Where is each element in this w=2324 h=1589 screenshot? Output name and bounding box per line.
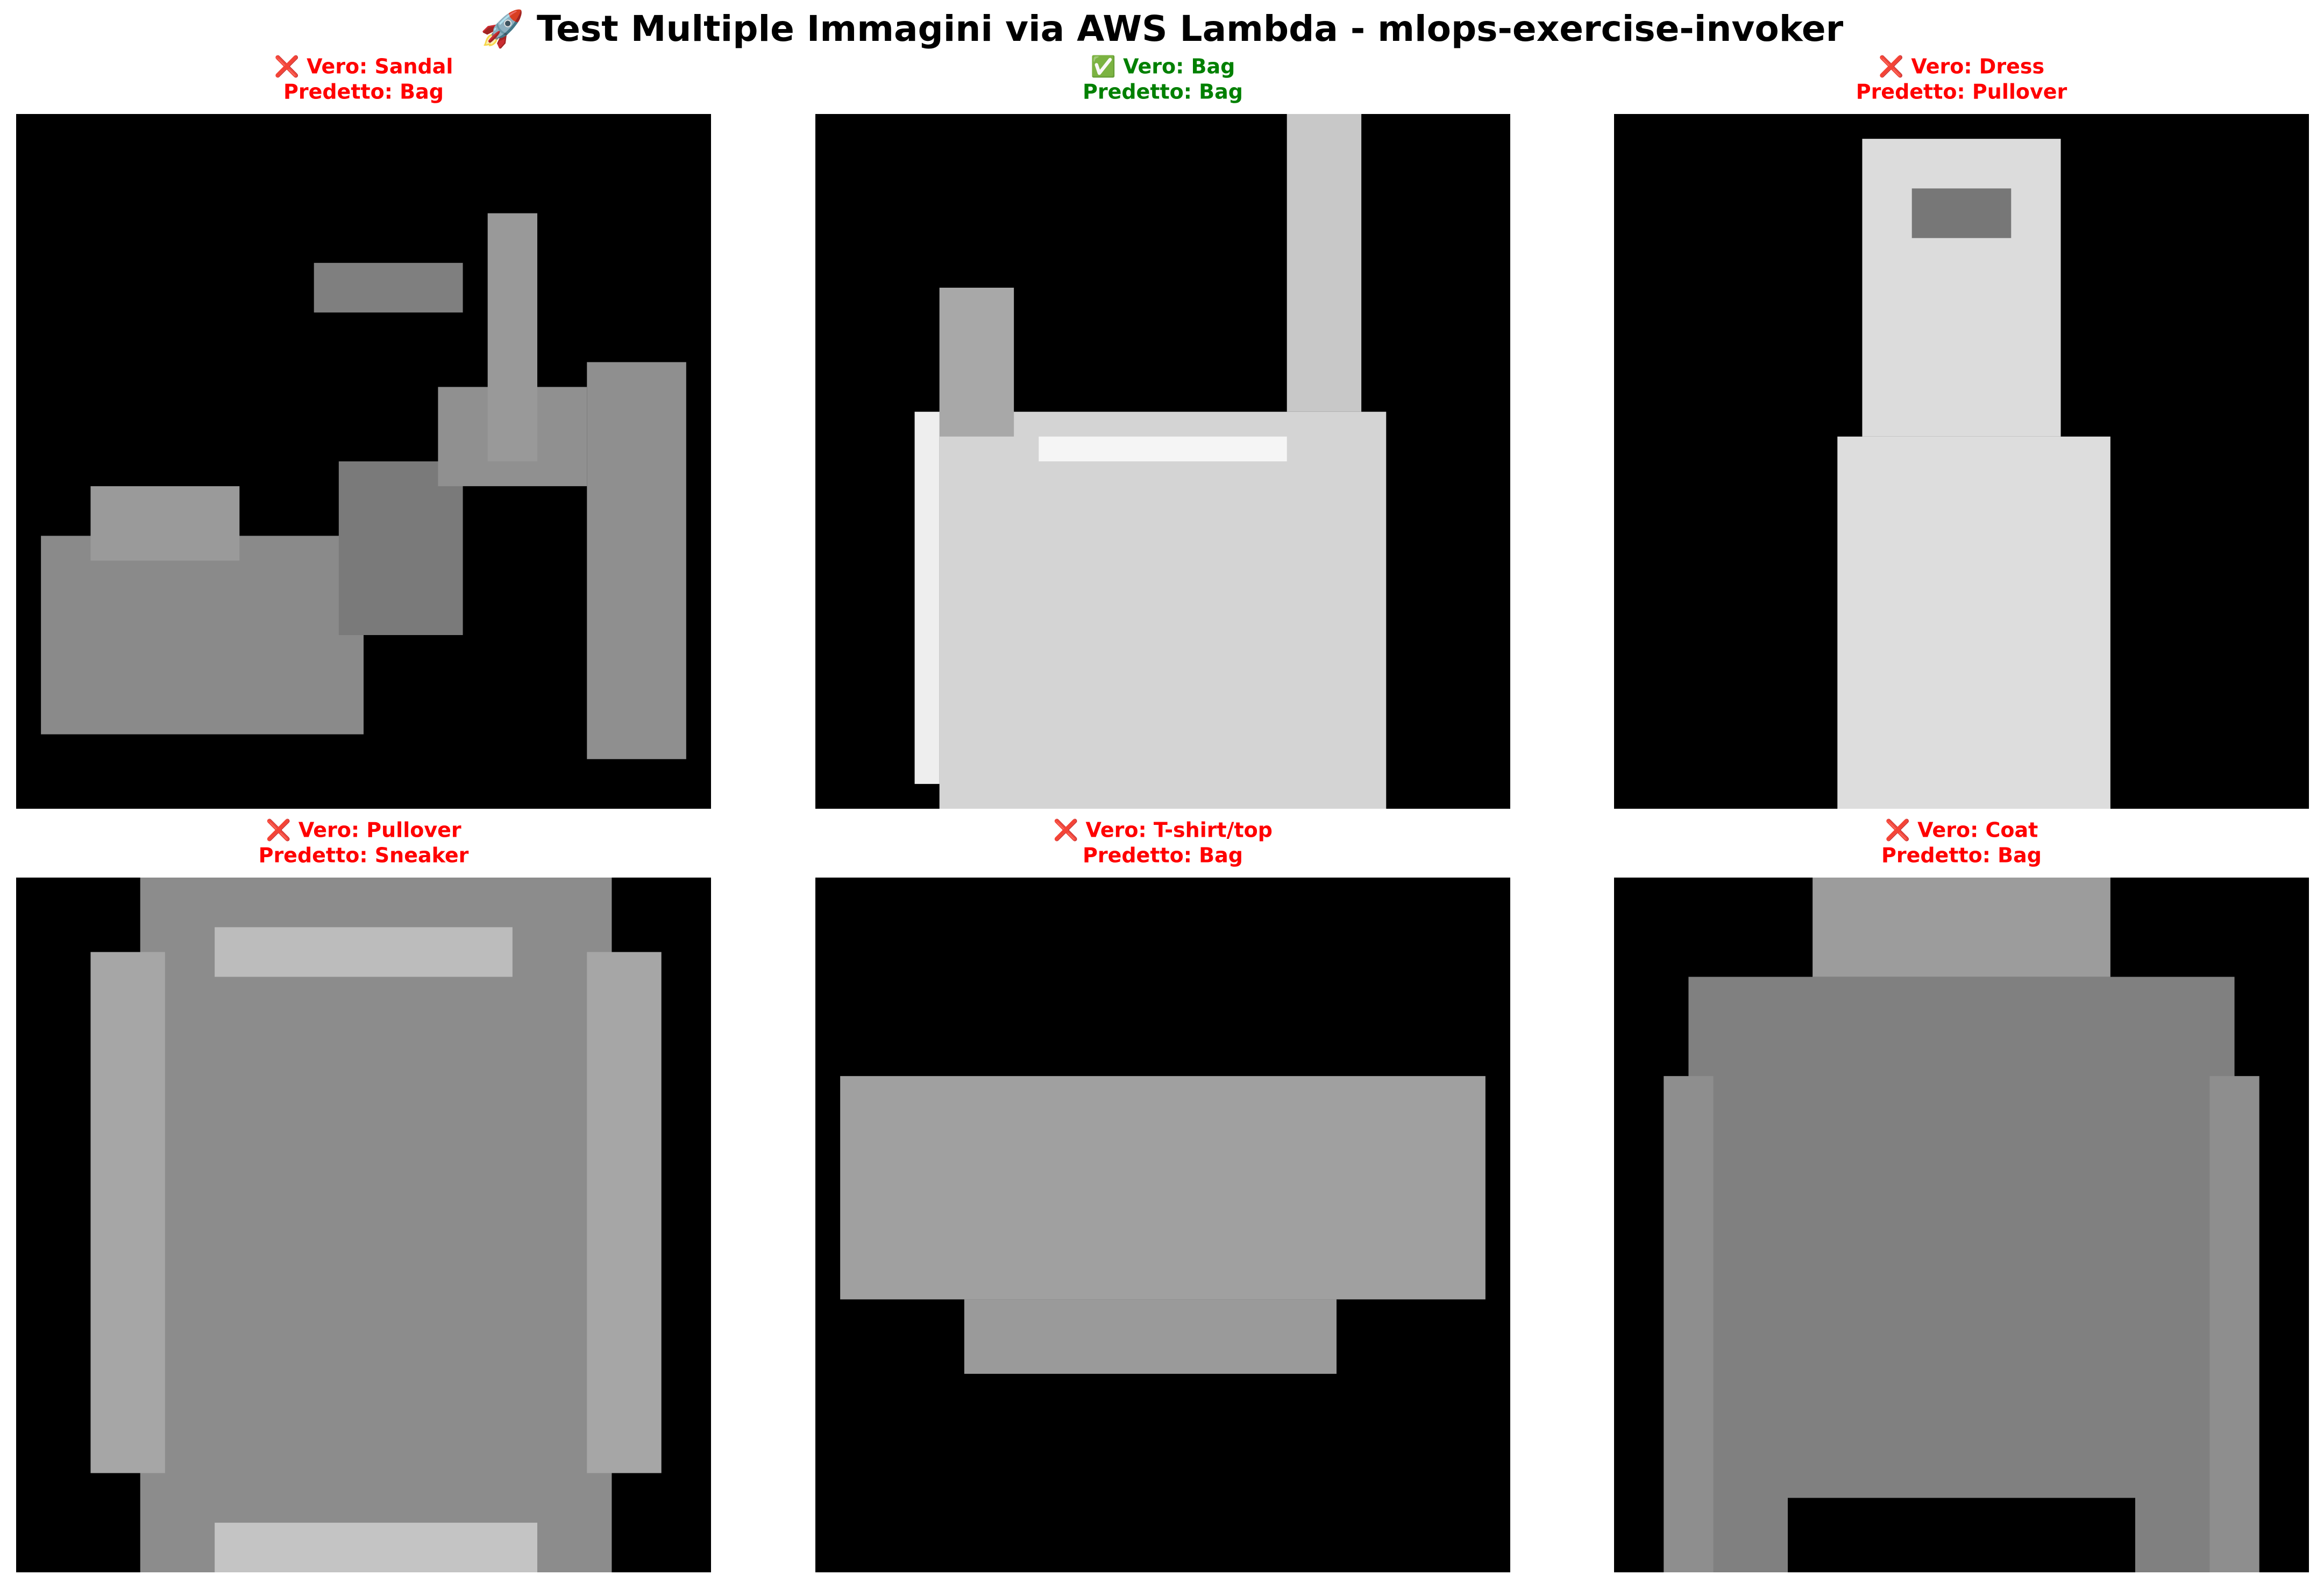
image-region: [338, 461, 463, 635]
image-region: [840, 1076, 1486, 1300]
panel-title-true: ❌ Vero: Coat: [1885, 818, 2038, 843]
panel-title-predicted: Predetto: Bag: [1083, 80, 1243, 104]
image-region: [1688, 977, 2235, 1572]
image-region: [1287, 114, 1362, 412]
image-region: [1837, 436, 2110, 809]
image-region: [939, 288, 1014, 437]
panel-title-predicted: Predetto: Sneaker: [259, 844, 469, 867]
image-region: [939, 411, 1387, 809]
image-region: [587, 362, 686, 759]
panel-title-true: ❌ Vero: Dress: [1879, 55, 2044, 79]
image-region: [2209, 1076, 2259, 1572]
panel-title-true: ❌ Vero: T-shirt/top: [1053, 818, 1273, 843]
image-region: [90, 486, 240, 561]
image-region: [1788, 1498, 2135, 1572]
image-region: [41, 536, 364, 735]
image-region: [587, 952, 662, 1473]
image-region: [964, 1299, 1337, 1374]
image-region: [140, 878, 612, 1572]
panel-title-predicted: Predetto: Bag: [1083, 844, 1243, 867]
figure-title: 🚀 Test Multiple Immagini via AWS Lambda …: [480, 8, 1844, 49]
panel-title-predicted: Predetto: Bag: [1881, 844, 2042, 867]
panel-title-true: ❌ Vero: Pullover: [266, 818, 461, 843]
image-region: [1664, 1076, 1714, 1572]
image-region: [314, 262, 463, 313]
image-region: [1911, 188, 2012, 238]
image-region: [215, 927, 513, 977]
image-region: [1813, 878, 2110, 977]
panel-title-predicted: Predetto: Bag: [283, 80, 444, 104]
image-region: [215, 1522, 538, 1572]
image-region: [1039, 436, 1287, 461]
image-region: [90, 952, 165, 1473]
image-region: [487, 213, 537, 461]
panel-title-true: ✅ Vero: Bag: [1091, 55, 1235, 79]
image-region: [1862, 139, 2061, 437]
panel-title-true: ❌ Vero: Sandal: [274, 55, 453, 79]
panel-title-predicted: Predetto: Pullover: [1856, 80, 2067, 104]
image-region: [914, 411, 940, 784]
